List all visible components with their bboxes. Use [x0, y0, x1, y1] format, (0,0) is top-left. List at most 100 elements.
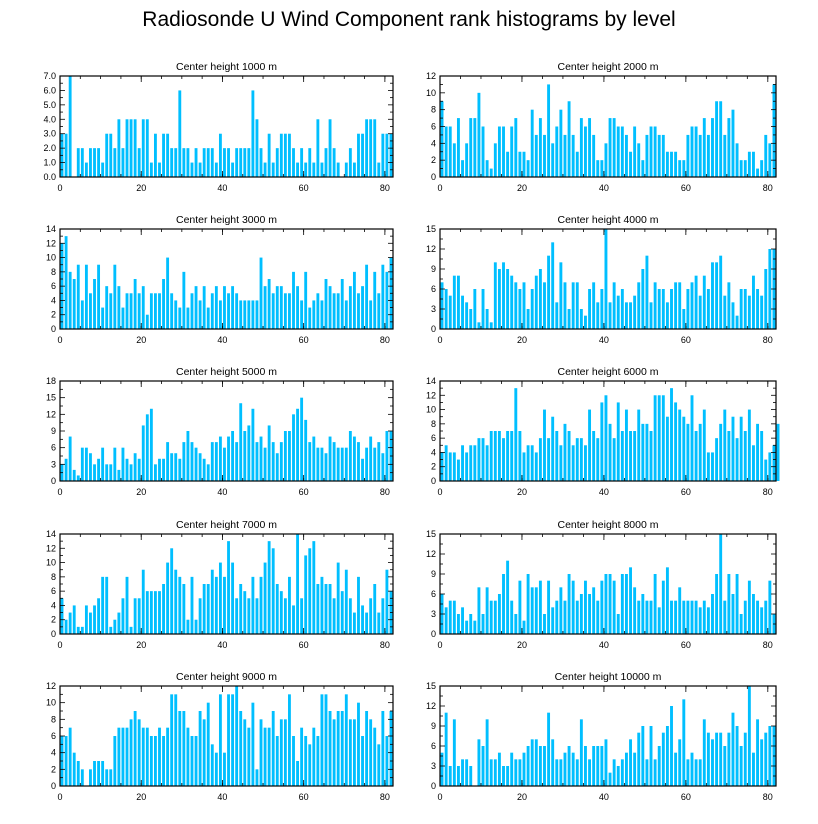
histogram-bar: [698, 607, 702, 634]
histogram-bar: [89, 769, 92, 786]
histogram-bar: [493, 431, 497, 481]
histogram-bar: [661, 395, 665, 481]
histogram-bar: [555, 600, 559, 634]
histogram-bar: [227, 541, 230, 634]
histogram-bar: [283, 431, 287, 481]
histogram-bar: [182, 584, 186, 634]
histogram-bar: [348, 431, 352, 481]
histogram-bar: [563, 134, 567, 177]
y-tick-label: 0: [51, 629, 56, 639]
histogram-bar: [324, 453, 328, 481]
x-tick-label: 20: [136, 335, 146, 345]
histogram-bar: [239, 711, 243, 786]
x-tick-label: 60: [681, 640, 691, 650]
histogram-bar: [727, 732, 731, 786]
histogram-bar: [145, 591, 149, 634]
histogram-bar: [64, 458, 68, 481]
histogram-bar: [657, 289, 661, 329]
histogram-bar: [657, 746, 661, 786]
histogram-bar: [162, 133, 165, 177]
y-tick-label: 12: [426, 244, 436, 254]
x-tick-label: 60: [299, 487, 309, 497]
histogram-bar: [711, 118, 714, 177]
histogram-bar: [365, 612, 369, 634]
histogram-bar: [218, 300, 222, 329]
histogram-bar: [637, 409, 641, 481]
histogram-bar: [247, 148, 251, 177]
histogram-bar: [473, 620, 477, 634]
histogram-bar: [538, 580, 542, 634]
histogram-bar: [456, 766, 460, 786]
histogram-bar: [637, 600, 641, 634]
y-tick-label: 4: [51, 600, 56, 610]
histogram-bar: [661, 289, 665, 329]
histogram-bar: [526, 160, 530, 177]
y-tick-label: 0: [51, 476, 56, 486]
histogram-bar: [649, 126, 653, 177]
histogram-bar: [288, 576, 291, 634]
histogram-bar: [641, 726, 645, 786]
histogram-bar: [170, 548, 174, 634]
panel-title: Center height 1000 m: [176, 61, 277, 73]
histogram-bar: [772, 84, 776, 177]
histogram-bar: [162, 736, 165, 786]
x-tick-label: 40: [217, 335, 227, 345]
x-tick-label: 0: [437, 640, 442, 650]
histogram-bar: [481, 126, 485, 177]
histogram-bar: [76, 626, 80, 634]
histogram-bar: [93, 279, 96, 329]
histogram-bar: [510, 431, 514, 481]
x-tick-label: 80: [380, 183, 390, 193]
histogram-bar: [113, 619, 117, 634]
histogram-bar: [690, 282, 694, 329]
histogram-bar: [502, 766, 505, 786]
histogram-bar: [186, 307, 190, 329]
histogram-bar: [682, 699, 686, 786]
histogram-bar: [239, 148, 243, 177]
histogram-bar: [385, 133, 389, 177]
histogram-bar: [166, 727, 170, 786]
histogram-bar: [344, 300, 348, 329]
histogram-bar: [477, 322, 481, 329]
histogram-bar: [369, 436, 373, 481]
histogram-bar: [665, 567, 669, 634]
histogram-bar: [674, 151, 678, 177]
histogram-bar: [198, 711, 202, 786]
histogram-bar: [567, 431, 571, 481]
histogram-bar: [530, 739, 534, 786]
x-tick-label: 60: [299, 183, 309, 193]
histogram-bar: [477, 92, 481, 177]
y-tick-label: 10: [46, 558, 56, 568]
histogram-bar: [145, 119, 149, 177]
histogram-bar: [596, 600, 600, 634]
histogram-bar: [620, 759, 624, 786]
histogram-bar: [377, 612, 381, 634]
histogram-bar: [711, 594, 714, 634]
histogram-bar: [231, 431, 235, 481]
histogram-bar: [645, 255, 649, 329]
histogram-bar: [461, 607, 464, 634]
y-tick-label: 2: [431, 462, 436, 472]
histogram-bar: [259, 576, 263, 634]
histogram-bar: [608, 772, 612, 786]
histogram-bar: [231, 162, 235, 177]
histogram-bar: [506, 431, 510, 481]
histogram-bar: [255, 769, 259, 786]
histogram-bar: [72, 469, 76, 481]
histogram-bar: [247, 300, 251, 329]
histogram-panel-7: Center height 7000 m 0 2 4 6 8 10 12 14 0 20 40 60 80: [46, 519, 394, 650]
histogram-bar: [588, 594, 592, 634]
histogram-bar: [678, 160, 682, 177]
histogram-bar: [452, 143, 456, 177]
histogram-bar: [665, 151, 669, 177]
histogram-bar: [182, 271, 186, 329]
y-tick-label: 10: [46, 698, 56, 708]
histogram-bar: [571, 445, 575, 481]
histogram-bar: [117, 286, 121, 329]
histogram-bar: [275, 148, 279, 177]
histogram-bar: [145, 314, 149, 329]
y-tick-label: 15: [46, 393, 56, 403]
histogram-bar: [243, 148, 247, 177]
histogram-bar: [604, 574, 608, 634]
histogram-bar: [231, 694, 235, 786]
